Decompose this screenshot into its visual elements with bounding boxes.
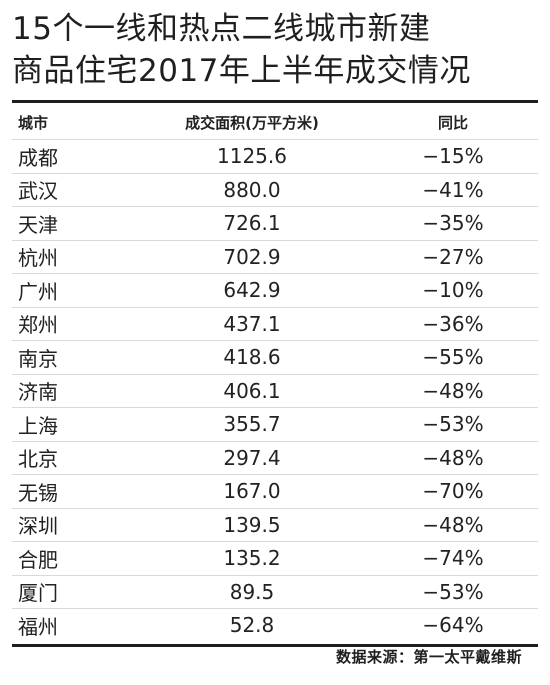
cell-city: 天津 [18, 212, 58, 237]
page-title: 15个一线和热点二线城市新建 商品住宅2017年上半年成交情况 [12, 8, 538, 92]
table-row: 广州 642.9 −10% [12, 274, 538, 308]
cell-city: 厦门 [18, 581, 58, 606]
cell-city: 合肥 [18, 547, 58, 572]
cell-yoy: −15% [422, 144, 484, 169]
cell-area: 418.6 [223, 345, 281, 370]
cell-yoy: −64% [422, 613, 484, 638]
title-line-1: 15个一线和热点二线城市新建 [12, 11, 431, 47]
cell-city: 无锡 [18, 480, 58, 505]
table-row: 北京 297.4 −48% [12, 442, 538, 475]
cell-yoy: −48% [422, 512, 484, 537]
cell-yoy: −74% [422, 546, 484, 571]
cell-area: 135.2 [223, 546, 281, 571]
cell-area: 139.5 [223, 512, 281, 537]
table-row: 合肥 135.2 −74% [12, 542, 538, 576]
cell-area: 1125.6 [217, 144, 287, 169]
table-row: 天津 726.1 −35% [12, 207, 538, 241]
cell-city: 南京 [18, 346, 58, 371]
cell-city: 武汉 [18, 179, 58, 204]
cell-city: 郑州 [18, 313, 58, 338]
cell-yoy: −55% [422, 345, 484, 370]
cell-area: 89.5 [229, 579, 275, 604]
title-divider [12, 100, 538, 103]
table-bottom-divider [12, 643, 538, 647]
cell-city: 杭州 [18, 246, 58, 271]
cell-yoy: −53% [422, 412, 484, 437]
table-row: 上海 355.7 −53% [12, 408, 538, 442]
table-body: 成都 1125.6 −15% 武汉 880.0 −41% 天津 726.1 −35% 杭州 702.… [12, 140, 538, 642]
cell-area: 880.0 [223, 177, 281, 202]
table-row: 无锡 167.0 −70% [12, 475, 538, 509]
cell-city: 深圳 [18, 514, 58, 539]
table-row: 深圳 139.5 −48% [12, 509, 538, 542]
cell-area: 726.1 [223, 211, 281, 236]
title-line-2: 商品住宅2017年上半年成交情况 [12, 53, 471, 89]
cell-area: 642.9 [223, 278, 281, 303]
cell-yoy: −48% [422, 445, 484, 470]
table-row: 厦门 89.5 −53% [12, 576, 538, 609]
table-row: 杭州 702.9 −27% [12, 241, 538, 274]
cell-area: 167.0 [223, 479, 281, 504]
header-city: 城市 [18, 113, 49, 132]
table-row: 南京 418.6 −55% [12, 341, 538, 375]
cell-city: 成都 [18, 145, 58, 170]
cell-yoy: −36% [422, 311, 484, 336]
header-yoy: 同比 [437, 113, 468, 132]
table-row: 成都 1125.6 −15% [12, 140, 538, 174]
cell-yoy: −35% [422, 211, 484, 236]
table-row: 郑州 437.1 −36% [12, 308, 538, 341]
cell-yoy: −27% [422, 244, 484, 269]
cell-area: 52.8 [229, 613, 275, 638]
cell-yoy: −70% [422, 479, 484, 504]
table-header-row: 城市 成交面积(万平方米) 同比 [12, 105, 538, 140]
cell-area: 437.1 [223, 311, 281, 336]
cell-city: 济南 [18, 380, 58, 405]
cell-area: 297.4 [223, 445, 281, 470]
table-row: 福州 52.8 −64% [12, 609, 538, 642]
table-row: 济南 406.1 −48% [12, 375, 538, 408]
cell-yoy: −48% [422, 378, 484, 403]
cell-yoy: −41% [422, 177, 484, 202]
cell-yoy: −10% [422, 278, 484, 303]
cell-yoy: −53% [422, 579, 484, 604]
data-table: 城市 成交面积(万平方米) 同比 成都 1125.6 −15% 武汉 880.0 −41%… [12, 105, 538, 642]
cell-city: 福州 [18, 614, 58, 639]
cell-area: 406.1 [223, 378, 281, 403]
table-row: 武汉 880.0 −41% [12, 174, 538, 207]
cell-city: 上海 [18, 413, 58, 438]
cell-city: 广州 [18, 279, 58, 304]
cell-city: 北京 [18, 447, 58, 472]
source-note: 数据来源：第一太平戴维斯 [335, 648, 522, 666]
cell-area: 355.7 [223, 412, 281, 437]
cell-area: 702.9 [223, 244, 281, 269]
header-area: 成交面积(万平方米) [185, 113, 319, 132]
